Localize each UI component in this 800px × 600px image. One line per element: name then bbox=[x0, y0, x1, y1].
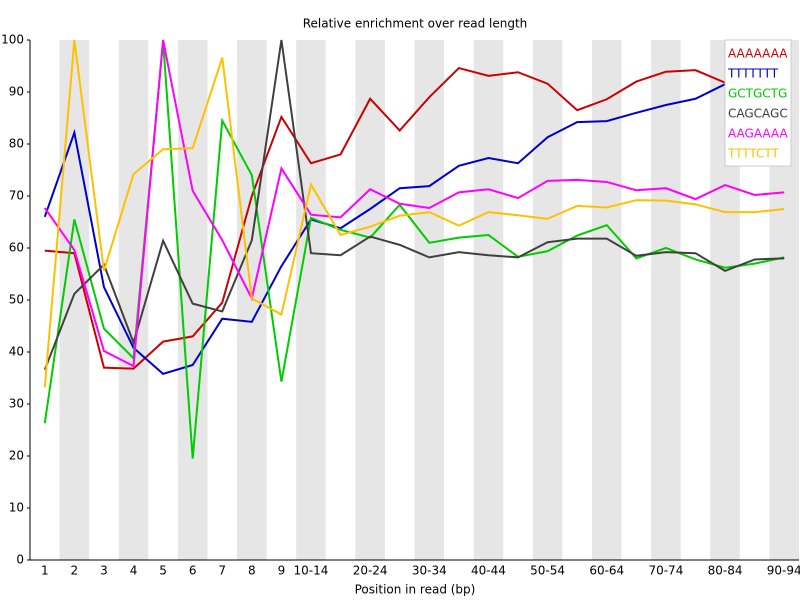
x-tick-label: 20-24 bbox=[353, 564, 388, 578]
x-tick-label: 30-34 bbox=[412, 564, 447, 578]
series-line bbox=[43, 54, 785, 375]
y-tick-label: 0 bbox=[16, 553, 24, 567]
band bbox=[296, 40, 326, 560]
x-tick-label: 6 bbox=[189, 564, 197, 578]
series-line bbox=[43, 40, 785, 459]
band bbox=[118, 40, 149, 560]
legend-entry: CAGCAGC bbox=[728, 107, 788, 121]
y-tick-label: 80 bbox=[9, 137, 24, 151]
band bbox=[177, 40, 208, 560]
y-tick-label: 30 bbox=[9, 397, 24, 411]
x-tick-label: 3 bbox=[100, 564, 108, 578]
y-tick-label: 70 bbox=[9, 189, 24, 203]
legend-entry: TTTTTTT bbox=[727, 67, 779, 81]
x-tick-label: 10-14 bbox=[294, 564, 329, 578]
legend-entry: TTTTCTT bbox=[727, 147, 779, 161]
legend-entry: AAGAAAA bbox=[728, 127, 788, 141]
series-line bbox=[43, 39, 785, 388]
x-tick-label: 2 bbox=[71, 564, 79, 578]
series-line bbox=[44, 49, 785, 370]
x-tick-label: 50-54 bbox=[530, 564, 565, 578]
chart-title: Relative enrichment over read length bbox=[303, 17, 528, 31]
legend-entry: AAAAAAA bbox=[728, 47, 788, 61]
legend-entry: GCTGCTG bbox=[728, 87, 787, 101]
y-tick-label: 90 bbox=[9, 85, 24, 99]
y-tick-label: 100 bbox=[1, 33, 24, 47]
x-tick-label: 4 bbox=[130, 564, 138, 578]
legend-box bbox=[724, 39, 792, 167]
band bbox=[473, 40, 504, 560]
x-tick-label: 9 bbox=[278, 564, 286, 578]
y-tick-label: 20 bbox=[9, 449, 24, 463]
y-tick-label: 10 bbox=[9, 501, 24, 515]
series-line bbox=[43, 39, 785, 371]
y-tick-label: 50 bbox=[9, 293, 24, 307]
x-tick-label: 60-64 bbox=[589, 564, 624, 578]
x-axis-label: Position in read (bp) bbox=[355, 583, 476, 597]
x-tick-label: 5 bbox=[159, 564, 167, 578]
series-line bbox=[43, 39, 785, 368]
x-tick-label: 1 bbox=[41, 564, 49, 578]
band bbox=[651, 40, 681, 560]
x-tick-label: 90-94 bbox=[767, 564, 800, 578]
band bbox=[59, 40, 90, 560]
band bbox=[591, 40, 622, 560]
x-tick-label: 40-44 bbox=[471, 564, 506, 578]
x-tick-label: 70-74 bbox=[648, 564, 683, 578]
band bbox=[355, 40, 385, 560]
x-tick-label: 8 bbox=[248, 564, 256, 578]
x-tick-label: 7 bbox=[218, 564, 226, 578]
y-tick-label: 60 bbox=[9, 241, 24, 255]
band bbox=[532, 40, 563, 560]
y-tick-label: 40 bbox=[9, 345, 24, 359]
band bbox=[414, 40, 445, 560]
x-tick-label: 80-84 bbox=[708, 564, 743, 578]
